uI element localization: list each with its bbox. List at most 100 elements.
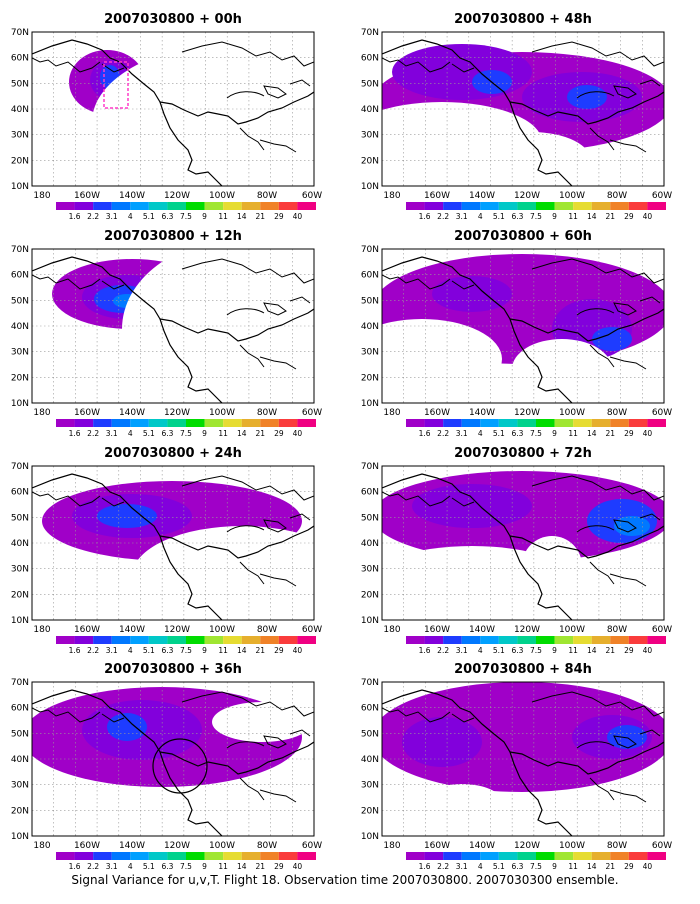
colorbar-swatch [297,419,316,427]
colorbar-swatch [111,202,131,210]
colorbar-label: 4 [128,862,133,871]
colorbar-swatch [424,202,444,210]
colorbar-label: 40 [293,646,303,655]
lat-label: 50N [11,79,29,89]
lat-label: 40N [361,322,379,332]
colorbar-swatch [461,202,481,210]
map-frame [31,465,315,621]
colorbar-swatch [297,852,316,860]
variance-shading [392,44,532,100]
lat-label: 40N [11,105,29,115]
colorbar-swatch [241,852,261,860]
colorbar-swatch [278,202,298,210]
lon-label: 60W [302,841,322,851]
colorbar-label: 29 [624,646,634,655]
lat-label: 60N [11,271,29,281]
lat-label: 60N [11,488,29,498]
colorbar-swatch [461,852,481,860]
colorbar-label: 14 [587,862,597,871]
colorbar-swatch [610,419,629,427]
colorbar-label: 4 [478,429,483,438]
lon-label: 160W [424,625,450,635]
lon-label: 100W [559,408,585,418]
colorbar-label: 40 [643,429,653,438]
colorbar-label: 9 [552,212,557,221]
colorbar-label: 5.1 [493,862,505,871]
colorbar-label: 7.5 [530,646,542,655]
colorbar-label: 7.5 [180,646,192,655]
colorbar-swatch [111,419,131,427]
colorbar-label: 4 [478,862,483,871]
colorbar-label: 6.3 [161,212,173,221]
lon-label: 60W [302,625,322,635]
colorbar-label: 2.2 [437,212,449,221]
lat-label: 60N [11,54,29,64]
lat-label: 70N [11,245,29,255]
variance-shading [567,85,607,109]
variance-shading [412,484,532,528]
colorbar-label: 1.6 [69,212,81,221]
colorbar-label: 5.1 [143,862,155,871]
colorbar-swatch [223,202,242,210]
lat-label: 30N [361,565,379,575]
colorbar-swatch [260,636,279,644]
colorbar-label: 2.2 [437,646,449,655]
lat-label: 40N [11,322,29,332]
colorbar-swatch [241,202,261,210]
lon-label: 120W [514,191,540,201]
lon-label: 180 [383,408,400,418]
colorbar-swatch [223,419,242,427]
colorbar-label: 5.1 [493,646,505,655]
lon-label: 160W [74,191,100,201]
colorbar-label: 9 [552,646,557,655]
colorbar-label: 11 [218,212,228,221]
colorbar-swatch [278,636,298,644]
colorbar-label: 6.3 [161,646,173,655]
lon-label: 140W [469,191,495,201]
colorbar-label: 2.2 [87,862,99,871]
colorbar-swatch [148,852,168,860]
colorbar-swatch [554,419,574,427]
colorbar-label: 5.1 [143,646,155,655]
colorbar-label: 9 [552,429,557,438]
lat-label: 60N [361,271,379,281]
lat-label: 70N [11,28,29,38]
lat-label: 60N [361,488,379,498]
colorbar-label: 21 [256,212,266,221]
lon-label: 80W [607,191,627,201]
colorbar-label: 29 [624,862,634,871]
lat-label: 20N [11,373,29,383]
colorbar-label: 40 [293,862,303,871]
lat-label: 20N [11,156,29,166]
colorbar-swatch [148,202,168,210]
map-area [382,682,664,836]
lat-label: 50N [11,513,29,523]
colorbar-label: 11 [568,646,578,655]
lat-label: 70N [361,245,379,255]
lat-label: 20N [11,590,29,600]
colorbar-swatch [517,202,536,210]
colorbar-label: 40 [293,212,303,221]
colorbar: 1.6 2.2 3.1 4 5.1 6.3 7.5 9 11 14 21 29 40 [406,419,666,438]
lat-label: 70N [11,678,29,688]
colorbar-swatch [573,419,592,427]
colorbar-label: 4 [478,646,483,655]
lon-label: 140W [119,191,145,201]
lon-label: 80W [257,191,277,201]
colorbar-label: 21 [606,646,616,655]
colorbar-label: 7.5 [530,212,542,221]
colorbar-swatch [167,202,186,210]
panel-title: 2007030800 + 36h [104,662,242,677]
lat-label: 20N [361,373,379,383]
lat-label: 20N [361,156,379,166]
colorbar-swatch [591,636,611,644]
colorbar-swatch [93,419,112,427]
colorbar-swatch [56,419,75,427]
lat-label: 10N [361,399,379,409]
colorbar-label: 11 [218,646,228,655]
colorbar-label: 1.6 [69,429,81,438]
colorbar-swatch [241,636,261,644]
colorbar-swatch [424,419,444,427]
colorbar-swatch [74,202,94,210]
lat-label: 40N [361,539,379,549]
